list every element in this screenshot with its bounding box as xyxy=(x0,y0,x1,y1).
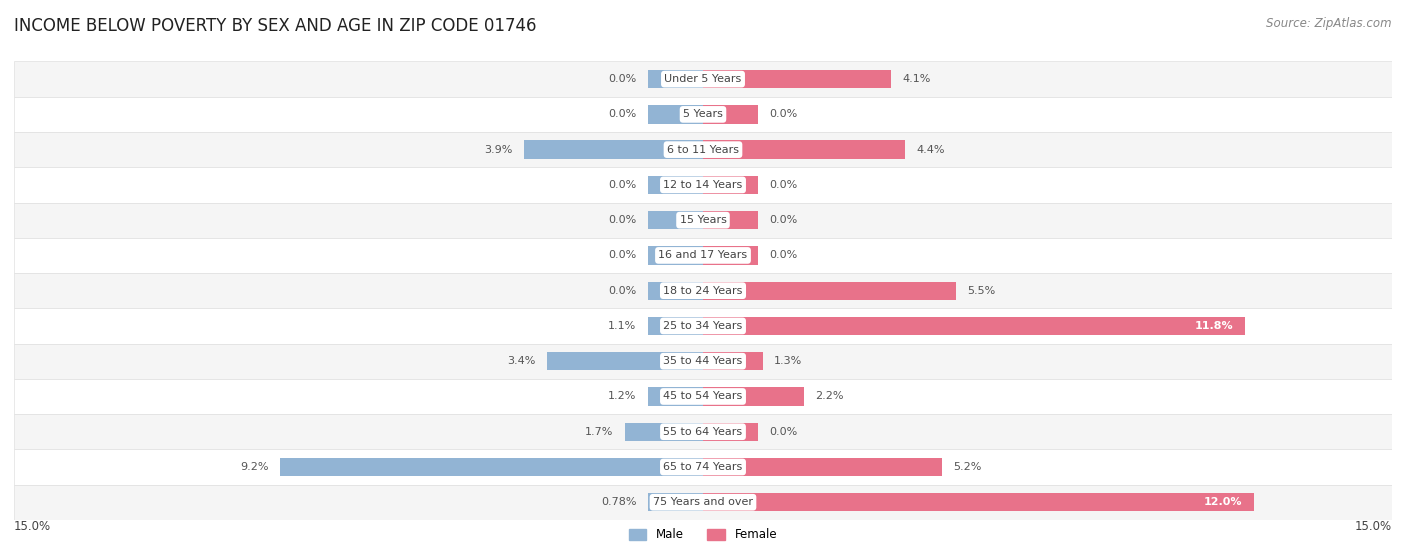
Bar xyxy=(648,247,703,264)
Bar xyxy=(14,238,1392,273)
Bar xyxy=(703,70,891,88)
Text: 15 Years: 15 Years xyxy=(679,215,727,225)
Text: 9.2%: 9.2% xyxy=(240,462,269,472)
Text: 1.1%: 1.1% xyxy=(609,321,637,331)
Text: INCOME BELOW POVERTY BY SEX AND AGE IN ZIP CODE 01746: INCOME BELOW POVERTY BY SEX AND AGE IN Z… xyxy=(14,17,537,35)
Text: 45 to 54 Years: 45 to 54 Years xyxy=(664,391,742,401)
Text: 18 to 24 Years: 18 to 24 Years xyxy=(664,286,742,296)
Text: 3.9%: 3.9% xyxy=(484,145,512,155)
Text: 16 and 17 Years: 16 and 17 Years xyxy=(658,250,748,260)
Text: 0.0%: 0.0% xyxy=(609,74,637,84)
Text: 0.0%: 0.0% xyxy=(609,250,637,260)
Text: 0.0%: 0.0% xyxy=(769,250,797,260)
Bar xyxy=(14,167,1392,202)
Text: 1.3%: 1.3% xyxy=(775,356,803,366)
Bar xyxy=(703,282,956,300)
Bar xyxy=(648,493,703,511)
Bar xyxy=(648,387,703,406)
Bar xyxy=(703,423,758,441)
Text: 12.0%: 12.0% xyxy=(1204,498,1243,507)
Bar xyxy=(703,352,762,371)
Text: 3.4%: 3.4% xyxy=(508,356,536,366)
Bar xyxy=(14,61,1392,97)
Bar xyxy=(703,317,1244,335)
Bar xyxy=(547,352,703,371)
Text: 0.0%: 0.0% xyxy=(769,180,797,190)
Text: Source: ZipAtlas.com: Source: ZipAtlas.com xyxy=(1267,17,1392,30)
Text: 2.2%: 2.2% xyxy=(815,391,844,401)
Bar xyxy=(648,317,703,335)
Text: 5.5%: 5.5% xyxy=(967,286,995,296)
Text: 1.2%: 1.2% xyxy=(607,391,637,401)
Bar xyxy=(703,247,758,264)
Text: 0.0%: 0.0% xyxy=(769,427,797,437)
Text: 11.8%: 11.8% xyxy=(1195,321,1233,331)
Bar xyxy=(14,414,1392,449)
Text: 15.0%: 15.0% xyxy=(1355,520,1392,533)
Text: 25 to 34 Years: 25 to 34 Years xyxy=(664,321,742,331)
Bar xyxy=(648,176,703,194)
Bar xyxy=(14,273,1392,309)
Bar xyxy=(703,458,942,476)
Text: 0.0%: 0.0% xyxy=(769,215,797,225)
Text: 0.0%: 0.0% xyxy=(609,286,637,296)
Text: 1.7%: 1.7% xyxy=(585,427,613,437)
Bar xyxy=(703,387,804,406)
Text: 0.0%: 0.0% xyxy=(609,215,637,225)
Bar xyxy=(14,97,1392,132)
Text: 5.2%: 5.2% xyxy=(953,462,981,472)
Bar xyxy=(14,132,1392,167)
Bar xyxy=(648,70,703,88)
Text: 0.78%: 0.78% xyxy=(600,498,637,507)
Text: 4.4%: 4.4% xyxy=(917,145,945,155)
Bar xyxy=(14,485,1392,520)
Bar xyxy=(703,176,758,194)
Bar xyxy=(14,379,1392,414)
Text: 6 to 11 Years: 6 to 11 Years xyxy=(666,145,740,155)
Text: 75 Years and over: 75 Years and over xyxy=(652,498,754,507)
Bar xyxy=(703,211,758,229)
Text: 65 to 74 Years: 65 to 74 Years xyxy=(664,462,742,472)
Bar xyxy=(648,105,703,124)
Text: 15.0%: 15.0% xyxy=(14,520,51,533)
Legend: Male, Female: Male, Female xyxy=(624,524,782,546)
Text: 0.0%: 0.0% xyxy=(769,110,797,120)
Bar xyxy=(624,423,703,441)
Text: 35 to 44 Years: 35 to 44 Years xyxy=(664,356,742,366)
Bar xyxy=(280,458,703,476)
Bar xyxy=(703,140,905,159)
Text: 55 to 64 Years: 55 to 64 Years xyxy=(664,427,742,437)
Text: Under 5 Years: Under 5 Years xyxy=(665,74,741,84)
Bar xyxy=(14,202,1392,238)
Text: 5 Years: 5 Years xyxy=(683,110,723,120)
Text: 0.0%: 0.0% xyxy=(609,180,637,190)
Bar xyxy=(648,211,703,229)
Text: 0.0%: 0.0% xyxy=(609,110,637,120)
Bar xyxy=(14,344,1392,379)
Bar xyxy=(703,493,1254,511)
Bar xyxy=(524,140,703,159)
Bar xyxy=(648,282,703,300)
Bar xyxy=(14,449,1392,485)
Text: 12 to 14 Years: 12 to 14 Years xyxy=(664,180,742,190)
Bar xyxy=(14,309,1392,344)
Text: 4.1%: 4.1% xyxy=(903,74,931,84)
Bar xyxy=(703,105,758,124)
